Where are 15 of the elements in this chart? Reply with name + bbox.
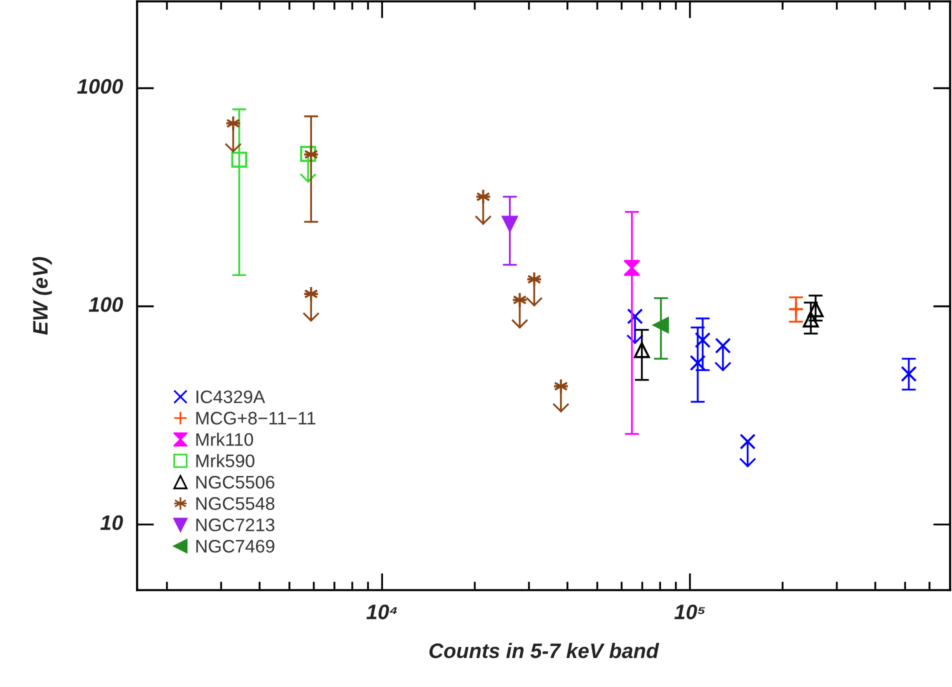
y-tick-label: 1000 (77, 79, 123, 94)
x-axis-title: Counts in 5-7 keV band (429, 642, 660, 658)
legend-label: NGC5548 (196, 497, 274, 510)
x-tick-label: 10⁴ (366, 604, 397, 620)
legend-label: NGC7213 (196, 518, 274, 532)
legend-label: IC4329A (196, 390, 266, 404)
y-axis-title: EW (eV) (32, 257, 52, 335)
legend-label: NGC7469 (196, 540, 274, 553)
legend-label: NGC5506 (196, 476, 274, 489)
legend-label: Mrk590 (196, 454, 254, 468)
legend-label: MCG+8−11−11 (196, 412, 316, 425)
y-tick-label: 100 (88, 297, 123, 312)
x-tick-label: 10⁵ (674, 604, 705, 620)
y-tick-label: 10 (100, 515, 123, 530)
legend-label: Mrk110 (196, 432, 254, 446)
